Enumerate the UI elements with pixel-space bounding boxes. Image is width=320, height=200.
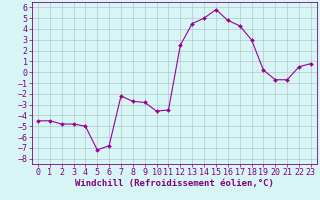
- X-axis label: Windchill (Refroidissement éolien,°C): Windchill (Refroidissement éolien,°C): [75, 179, 274, 188]
